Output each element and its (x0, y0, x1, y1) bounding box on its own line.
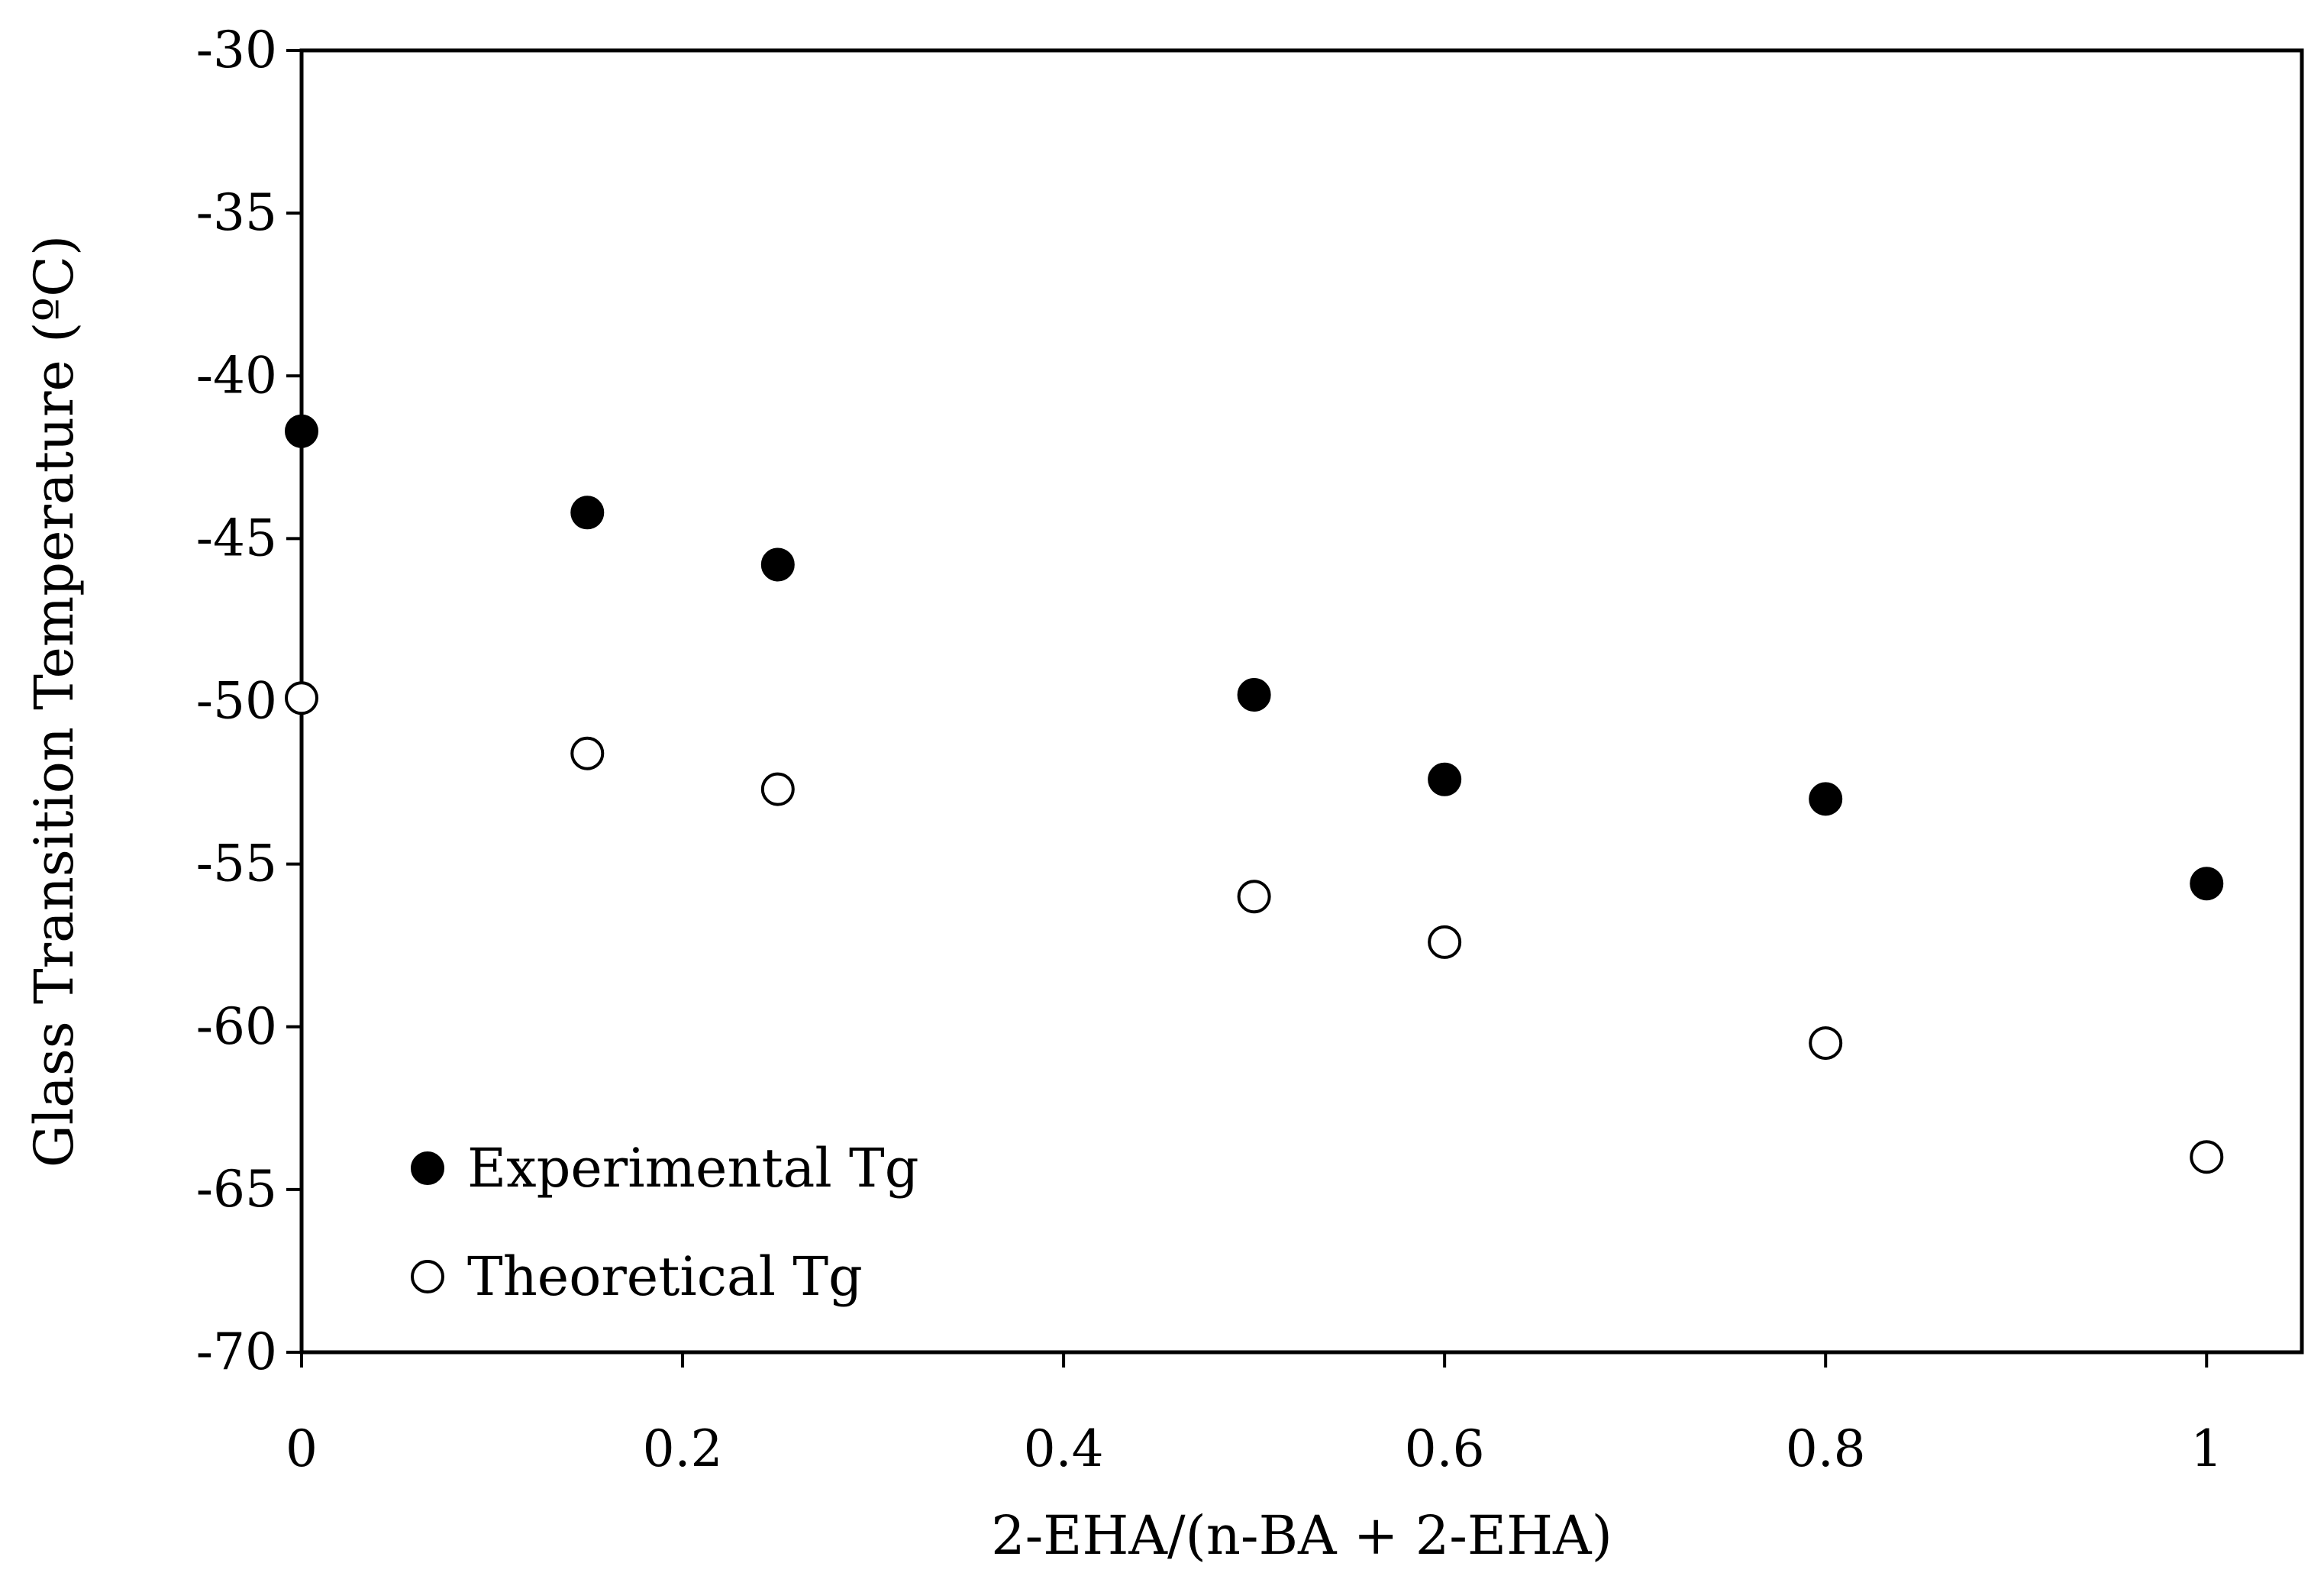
x-tick-label: 0.4 (1024, 1419, 1104, 1478)
theoretical-tg-point (1809, 1026, 1843, 1061)
y-tick-label: -35 (196, 183, 277, 242)
experimental-tg-point (1428, 762, 1462, 796)
x-tick-label: 0.6 (1405, 1419, 1485, 1478)
experimental-tg-point (1809, 782, 1843, 816)
experimental-tg-point (1237, 677, 1271, 712)
y-axis-ticks: -30 -35 -40 -45 -50 -55 -60 -65 -70 (196, 21, 302, 1381)
legend-label-experimental-tg: Experimental Tg (467, 1137, 919, 1200)
y-tick-label: -40 (196, 346, 277, 405)
y-tick-label: -50 (196, 672, 277, 731)
y-tick-label: -65 (196, 1160, 277, 1219)
legend-marker-theoretical-tg (411, 1260, 444, 1293)
theoretical-tg-point (1428, 925, 1462, 959)
experimental-tg-point (760, 547, 795, 582)
x-tick-label: 0 (286, 1419, 318, 1478)
y-tick-label: -45 (196, 509, 277, 567)
experimental-tg-point (285, 414, 318, 448)
x-axis-ticks: 0 0.2 0.4 0.6 0.8 1 (286, 1352, 2222, 1478)
legend-marker-experimental-tg (411, 1151, 444, 1185)
experimental-tg-point (2190, 867, 2224, 901)
theoretical-tg-point (760, 772, 795, 806)
x-axis-title: 2-EHA/(n-BA + 2-EHA) (991, 1504, 1612, 1567)
x-tick-label: 0.2 (643, 1419, 723, 1478)
y-tick-label: -60 (196, 997, 277, 1056)
experimental-tg-point (570, 496, 605, 530)
y-tick-label: -55 (196, 835, 277, 893)
y-axis-title: Glass Transition Temperature (ºC) (23, 235, 86, 1167)
y-tick-label: -30 (196, 21, 277, 79)
x-tick-label: 1 (2190, 1419, 2222, 1478)
theoretical-tg-point (2190, 1140, 2224, 1174)
legend: Experimental Tg Theoretical Tg (411, 1137, 919, 1308)
theoretical-tg-point (570, 736, 605, 770)
legend-label-theoretical-tg: Theoretical Tg (467, 1245, 863, 1308)
y-tick-label: -70 (196, 1322, 277, 1381)
data-markers (285, 414, 2224, 1174)
theoretical-tg-point (1237, 880, 1271, 914)
x-tick-label: 0.8 (1786, 1419, 1866, 1478)
theoretical-tg-point (285, 681, 318, 715)
